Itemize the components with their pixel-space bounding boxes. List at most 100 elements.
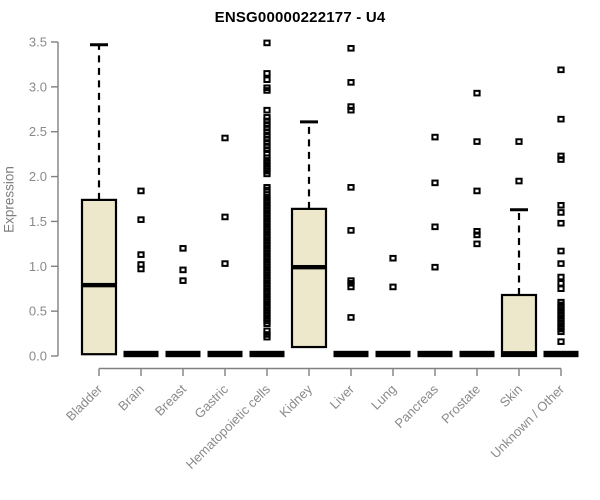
outlier-point xyxy=(557,260,565,267)
outlier-point xyxy=(557,273,565,281)
collapsed-box-Liver xyxy=(333,350,369,358)
outlier-point xyxy=(347,79,355,86)
y-tick-label: 1.0 xyxy=(29,259,47,274)
outlier-point xyxy=(179,266,187,274)
outlier-point xyxy=(557,201,565,209)
collapsed-box-Breast xyxy=(165,350,201,358)
box-Bladder xyxy=(80,198,118,356)
outlier-point xyxy=(263,132,271,139)
outlier-point xyxy=(557,285,565,293)
outlier-point xyxy=(263,70,271,77)
outlier-point xyxy=(557,209,565,216)
outlier-point xyxy=(557,338,565,345)
median-line xyxy=(82,282,116,288)
outlier-point xyxy=(515,138,523,145)
collapsed-box-Gastric xyxy=(207,350,243,358)
outlier-point xyxy=(431,133,439,141)
box-Skin xyxy=(500,293,538,358)
outlier-point xyxy=(221,213,229,221)
outlier-point xyxy=(263,139,271,146)
collapsed-box-Hematopoietic cells xyxy=(249,350,285,358)
collapsed-box-Unknown / Other xyxy=(543,350,579,358)
y-tick-label: 2.5 xyxy=(29,124,47,139)
outlier-point xyxy=(347,103,355,110)
x-tick-label: Brain xyxy=(115,382,147,414)
outlier-point xyxy=(557,152,565,160)
x-tick-label: Skin xyxy=(497,382,525,410)
y-tick-label: 0.0 xyxy=(29,349,47,364)
outlier-point xyxy=(347,106,355,114)
outlier-point xyxy=(347,283,355,291)
outlier-point xyxy=(263,121,271,128)
outlier-point xyxy=(263,124,271,132)
outlier-point xyxy=(263,135,271,143)
outlier-point xyxy=(557,156,565,163)
outlier-point xyxy=(179,245,187,252)
outlier-point xyxy=(473,138,481,145)
x-tick-label: Gastric xyxy=(191,381,231,421)
x-tick-label: Unknown / Other xyxy=(488,381,568,461)
outlier-point xyxy=(557,328,565,336)
outlier-point xyxy=(557,219,565,227)
x-tick-label: Pancreas xyxy=(392,381,442,431)
outlier-point xyxy=(263,170,271,178)
outlier-point xyxy=(473,89,481,97)
x-tick-label: Kidney xyxy=(276,381,315,420)
outlier-point xyxy=(263,39,271,47)
outlier-point xyxy=(263,146,271,153)
outlier-point xyxy=(137,251,145,258)
outlier-point xyxy=(179,277,187,284)
y-tick-label: 0.5 xyxy=(29,304,47,319)
x-tick-label: Lung xyxy=(368,382,399,413)
collapsed-box-Lung xyxy=(375,350,411,358)
collapsed-box-Prostate xyxy=(459,350,495,358)
outlier-point xyxy=(473,227,481,235)
chart-title: ENSG00000222177 - U4 xyxy=(214,9,386,26)
outlier-point xyxy=(263,327,271,335)
outlier-point xyxy=(263,114,271,121)
outlier-point xyxy=(431,263,439,271)
x-tick-label: Prostate xyxy=(438,382,483,427)
collapsed-box-Pancreas xyxy=(417,350,453,358)
outlier-point xyxy=(263,142,271,150)
outlier-point xyxy=(263,106,271,114)
median-line xyxy=(502,351,536,356)
outlier-point xyxy=(221,260,229,267)
outlier-point xyxy=(557,66,565,74)
outlier-point xyxy=(515,177,523,185)
outlier-point xyxy=(347,184,355,191)
x-tick-label: Bladder xyxy=(63,381,106,424)
outlier-point xyxy=(473,187,481,195)
outlier-point xyxy=(263,117,271,125)
outlier-point xyxy=(347,227,355,234)
outlier-point xyxy=(221,134,229,142)
outlier-point xyxy=(137,216,145,223)
outlier-point xyxy=(263,76,271,83)
outlier-point xyxy=(557,280,565,287)
y-tick-label: 3.5 xyxy=(29,35,47,50)
outlier-point xyxy=(137,187,145,195)
outlier-point xyxy=(389,254,397,262)
box-Kidney xyxy=(290,207,328,349)
outlier-point xyxy=(347,280,355,287)
outlier-point xyxy=(431,223,439,231)
x-tick-label: Breast xyxy=(152,381,189,418)
outlier-point xyxy=(557,115,565,123)
outlier-point xyxy=(263,320,271,328)
x-tick-label: Liver xyxy=(327,381,358,412)
outlier-point xyxy=(263,128,271,136)
outlier-point xyxy=(263,333,271,341)
outlier-point xyxy=(347,314,355,321)
outlier-point xyxy=(431,179,439,187)
outlier-point xyxy=(473,240,481,248)
outlier-point xyxy=(473,231,481,239)
y-tick-label: 1.5 xyxy=(29,214,47,229)
collapsed-box-Brain xyxy=(123,350,159,358)
outlier-point xyxy=(389,283,397,291)
y-tick-label: 3.0 xyxy=(29,79,47,94)
outlier-point xyxy=(263,87,271,94)
outlier-point xyxy=(347,44,355,52)
median-line xyxy=(292,264,326,270)
